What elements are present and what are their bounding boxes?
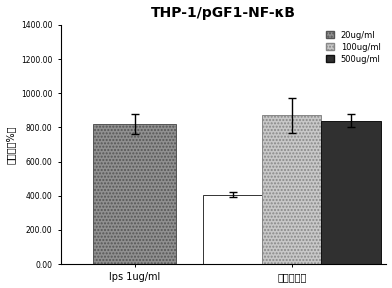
Y-axis label: 激活率（%）: 激活率（%） — [5, 125, 16, 164]
Legend: 20ug/ml, 100ug/ml, 500ug/ml: 20ug/ml, 100ug/ml, 500ug/ml — [324, 29, 382, 65]
Bar — [262, 115, 321, 264]
Title: THP-1/pGF1-NF-κB: THP-1/pGF1-NF-κB — [151, 5, 296, 20]
Bar — [94, 124, 176, 264]
Bar — [321, 121, 381, 264]
Bar — [203, 195, 262, 264]
